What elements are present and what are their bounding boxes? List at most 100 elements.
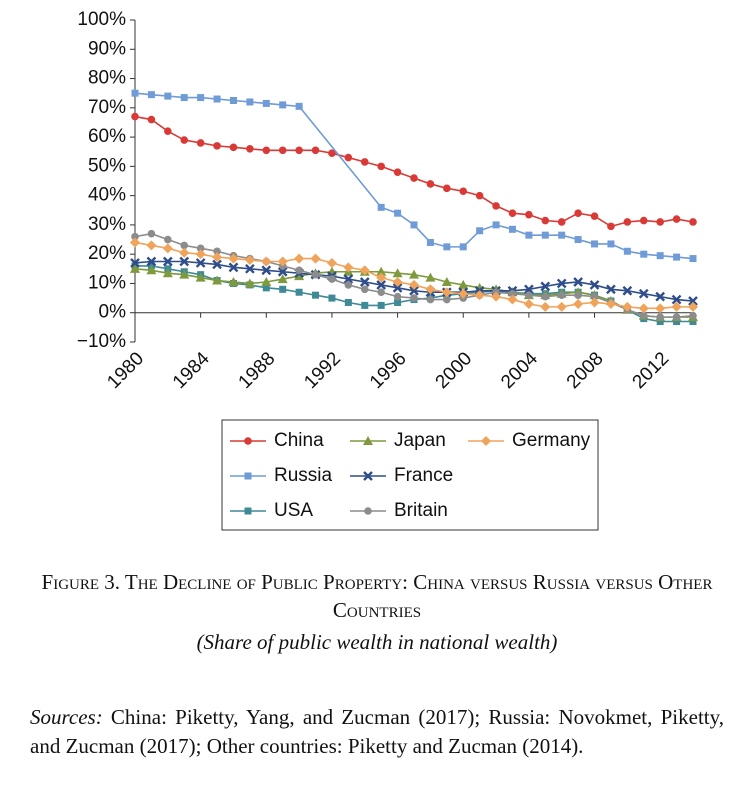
sources: Sources: China: Piketty, Yang, and Zucma… <box>30 703 724 761</box>
point <box>689 311 697 320</box>
point <box>672 313 681 321</box>
point <box>277 274 288 284</box>
point <box>508 225 516 233</box>
point <box>656 252 664 260</box>
point <box>146 256 157 267</box>
point <box>492 202 500 210</box>
point <box>312 291 320 299</box>
legend-label: France <box>394 465 453 486</box>
point <box>244 255 255 266</box>
point <box>246 145 254 153</box>
point <box>540 281 551 292</box>
point <box>475 191 484 200</box>
point <box>607 240 615 248</box>
point <box>147 91 155 99</box>
point <box>673 318 681 326</box>
point <box>622 285 633 296</box>
point <box>343 262 354 273</box>
y-tick-label: −10% <box>77 331 126 352</box>
point <box>443 295 451 304</box>
point <box>179 256 190 267</box>
point <box>443 243 451 251</box>
point <box>591 240 599 248</box>
figure-subtitle: (Share of public wealth in national weal… <box>196 630 558 654</box>
point <box>261 276 272 286</box>
point <box>360 158 369 166</box>
point <box>671 301 682 312</box>
point <box>556 301 567 312</box>
y-tick-label: 100% <box>77 9 126 30</box>
x-tick-label: 1988 <box>235 348 280 393</box>
point <box>459 243 467 251</box>
point <box>640 250 648 258</box>
figure-title: Figure 3. The Decline of Public Property… <box>41 570 713 622</box>
point <box>392 282 403 293</box>
point <box>508 289 517 298</box>
point <box>656 313 664 321</box>
point <box>426 180 435 188</box>
point <box>556 278 567 289</box>
point <box>376 266 387 276</box>
point <box>164 127 172 136</box>
point <box>590 292 599 301</box>
point <box>458 279 469 289</box>
point <box>294 253 305 264</box>
point <box>359 265 370 276</box>
point <box>179 247 190 258</box>
point <box>492 221 500 229</box>
point <box>229 97 237 104</box>
point <box>212 259 222 270</box>
series <box>131 89 697 263</box>
point <box>344 281 353 289</box>
legend-marker <box>244 437 252 445</box>
legend-marker <box>481 436 491 446</box>
point <box>279 285 287 293</box>
point <box>180 94 188 102</box>
point <box>162 243 173 254</box>
point <box>311 146 320 155</box>
point <box>295 288 303 296</box>
point <box>262 146 271 155</box>
x-tick-label: 1996 <box>366 348 411 393</box>
point <box>146 240 157 251</box>
point <box>589 280 600 290</box>
point <box>131 232 139 241</box>
point <box>639 216 648 225</box>
point <box>574 209 582 217</box>
point <box>246 98 254 106</box>
point <box>409 269 419 279</box>
point <box>410 294 418 302</box>
point <box>541 231 549 239</box>
point <box>377 288 385 297</box>
point <box>557 291 566 299</box>
point <box>277 266 288 277</box>
point <box>622 301 633 312</box>
point <box>311 270 320 279</box>
point <box>146 265 157 275</box>
point <box>639 311 648 320</box>
legend-label: Japan <box>394 430 446 451</box>
point <box>688 296 698 306</box>
y-tick-label: 40% <box>88 185 126 206</box>
point <box>262 99 270 107</box>
point <box>589 297 600 308</box>
point <box>656 218 664 226</box>
point <box>623 218 632 226</box>
point <box>131 112 139 121</box>
point <box>326 257 337 268</box>
y-tick-label: 20% <box>88 243 126 264</box>
point <box>491 291 502 302</box>
point <box>673 253 681 261</box>
point <box>573 298 584 309</box>
point <box>261 265 272 276</box>
point <box>213 95 221 103</box>
y-tick-label: 30% <box>88 214 126 235</box>
point <box>295 146 303 155</box>
point <box>195 258 206 268</box>
legend-label: Britain <box>394 500 448 521</box>
legend-label: Russia <box>274 465 333 486</box>
point <box>540 301 551 312</box>
point <box>164 92 172 100</box>
legend-box <box>221 419 599 531</box>
sources-label: Sources: <box>30 705 103 729</box>
